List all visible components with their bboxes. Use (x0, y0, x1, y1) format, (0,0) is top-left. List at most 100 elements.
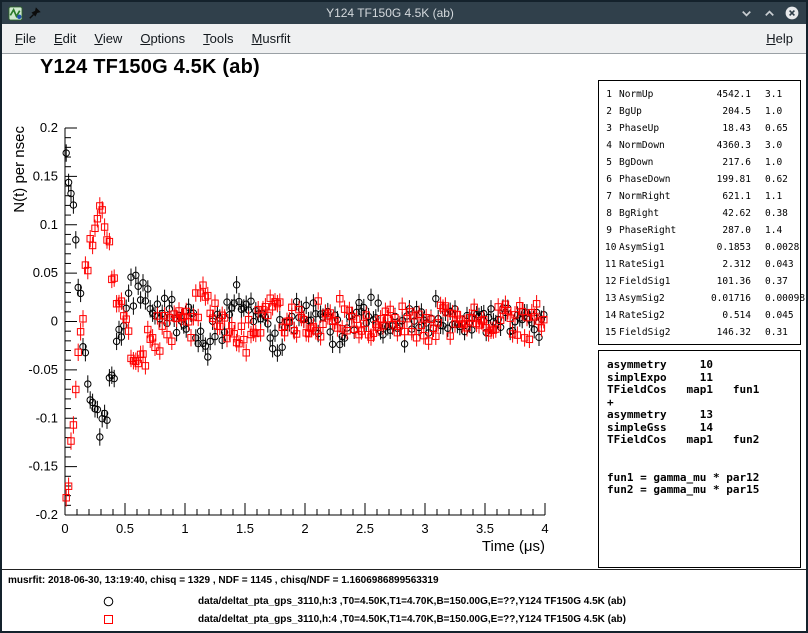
param-num: 5 (606, 157, 612, 168)
divider (2, 569, 806, 570)
plot-canvas[interactable]: 0 0.5 1 1.5 2 2.5 3 3.5 4 -0.2 -0.15 -0.1 -0.05 0 0.05… (2, 90, 594, 568)
theory-line: asymmetry 10 (607, 358, 713, 371)
param-name: PhaseUp (619, 123, 660, 134)
series-square (62, 197, 548, 507)
param-row: 1 NormUp 4542.1 3.1 (605, 86, 797, 103)
param-num: 2 (606, 106, 612, 117)
svg-text:0.2: 0.2 (40, 120, 58, 135)
circle-marker-icon (102, 595, 115, 608)
param-name: AsymSig2 (619, 293, 665, 304)
param-value: 18.43 (722, 123, 751, 134)
svg-text:-0.15: -0.15 (28, 459, 58, 474)
param-value: 146.32 (716, 327, 751, 338)
param-value: 4360.3 (716, 140, 751, 151)
menu-item-help[interactable]: Help (766, 31, 793, 46)
theory-line (607, 447, 800, 460)
parameter-table: 1 NormUp 4542.1 3.1 2 BgUp 204.5 1.0 3 PhaseUp 18.… (598, 80, 805, 345)
theory-box: asymmetry 10 simplExpo 11 TFieldCos map1 f… (598, 350, 801, 568)
param-num: 12 (605, 276, 617, 287)
svg-text:2.5: 2.5 (356, 521, 374, 536)
svg-text:N(t) per nsec: N(t) per nsec (11, 126, 28, 213)
pin-icon[interactable] (28, 6, 42, 20)
window-title: Y124 TF150G 4.5K (ab) (326, 6, 454, 20)
legend-label: data/deltat_pta_gps_3110,h:3 ,T0=4.50K,T… (198, 595, 626, 607)
menubar: File Edit View Options Tools Musrfit Help (2, 24, 806, 54)
param-error: 1.0 (765, 157, 783, 168)
param-error: 0.31 (765, 327, 788, 338)
param-name: NormRight (619, 191, 671, 202)
param-error: 0.62 (765, 174, 788, 185)
plot-title: Y124 TF150G 4.5K (ab) (40, 56, 260, 78)
param-value: 0.01716 (710, 293, 751, 304)
param-row: 8 BgRight 42.62 0.38 (605, 205, 797, 222)
param-error: 1.1 (765, 191, 783, 202)
param-name: BgDown (619, 157, 654, 168)
svg-text:1: 1 (181, 521, 188, 536)
fit-status-text: musrfit: 2018-06-30, 13:19:40, chisq = 1… (8, 575, 439, 586)
menu-item-edit[interactable]: Edit (53, 31, 77, 46)
menu-item-options[interactable]: Options (140, 31, 186, 46)
svg-text:0.15: 0.15 (33, 168, 58, 183)
param-name: RateSig2 (619, 310, 665, 321)
param-num: 7 (606, 191, 612, 202)
param-value: 0.514 (722, 310, 751, 321)
menu-item-musrfit[interactable]: Musrfit (251, 31, 291, 46)
theory-line: fun2 = gamma_mu * par15 (607, 483, 760, 496)
svg-text:3: 3 (421, 521, 428, 536)
param-row: 2 BgUp 204.5 1.0 (605, 103, 797, 120)
svg-text:0: 0 (51, 314, 58, 329)
param-value: 199.81 (716, 174, 751, 185)
param-row: 14 RateSig2 0.514 0.045 (605, 307, 797, 324)
param-num: 14 (605, 310, 617, 321)
param-num: 10 (605, 242, 617, 253)
menu-item-file[interactable]: File (15, 31, 36, 46)
svg-text:Time (μs): Time (μs) (482, 538, 545, 555)
window-controls (738, 5, 800, 21)
param-value: 621.1 (722, 191, 751, 202)
canvas-area: Y124 TF150G 4.5K (ab) 0 0.5 1 1.5 2 2.5 3 3.5 4 -… (2, 54, 806, 631)
minimize-icon[interactable] (738, 5, 754, 21)
param-num: 8 (606, 208, 612, 219)
param-error: 0.0028 (765, 242, 800, 253)
theory-line: simpleGss 14 (607, 420, 713, 434)
close-icon[interactable] (784, 5, 800, 21)
param-row: 13 AsymSig2 0.01716 0.00098 (605, 290, 805, 307)
titlebar[interactable]: Y124 TF150G 4.5K (ab) (2, 2, 806, 24)
square-marker-icon (102, 613, 115, 626)
menubar-items: File Edit View Options Tools Musrfit (6, 26, 300, 51)
legend: data/deltat_pta_gps_3110,h:3 ,T0=4.50K,T… (102, 592, 626, 628)
svg-text:3.5: 3.5 (476, 521, 494, 536)
param-num: 13 (605, 293, 617, 304)
menu-item-view[interactable]: View (94, 31, 123, 46)
param-row: 6 PhaseDown 199.81 0.62 (605, 171, 797, 188)
param-value: 0.1853 (716, 242, 751, 253)
musrfit-app-icon (8, 5, 23, 21)
param-value: 42.62 (722, 208, 751, 219)
svg-text:-0.05: -0.05 (28, 362, 58, 377)
svg-text:1.5: 1.5 (236, 521, 254, 536)
theory-line: + (607, 395, 614, 409)
theory-line: simplExpo 11 (607, 370, 713, 384)
legend-item: data/deltat_pta_gps_3110,h:4 ,T0=4.50K,T… (102, 610, 626, 628)
theory-line: fun1 = gamma_mu * par12 (607, 470, 760, 484)
param-row: 7 NormRight 621.1 1.1 (605, 188, 797, 205)
svg-text:0.5: 0.5 (116, 521, 134, 536)
param-value: 101.36 (716, 276, 751, 287)
series-circle (62, 144, 548, 446)
menu-item-tools[interactable]: Tools (203, 31, 234, 46)
param-name: PhaseDown (619, 174, 671, 185)
param-value: 287.0 (722, 225, 751, 236)
param-name: PhaseRight (619, 225, 677, 236)
param-row: 15 FieldSig2 146.32 0.31 (605, 324, 797, 341)
svg-text:0: 0 (61, 521, 68, 536)
param-error: 3.1 (765, 89, 783, 100)
param-name: FieldSig1 (619, 276, 671, 287)
param-name: NormDown (619, 140, 665, 151)
param-name: NormUp (619, 89, 654, 100)
param-name: RateSig1 (619, 259, 665, 270)
param-name: FieldSig2 (619, 327, 671, 338)
param-num: 6 (606, 174, 612, 185)
legend-label: data/deltat_pta_gps_3110,h:4 ,T0=4.50K,T… (198, 613, 626, 625)
maximize-icon[interactable] (761, 5, 777, 21)
